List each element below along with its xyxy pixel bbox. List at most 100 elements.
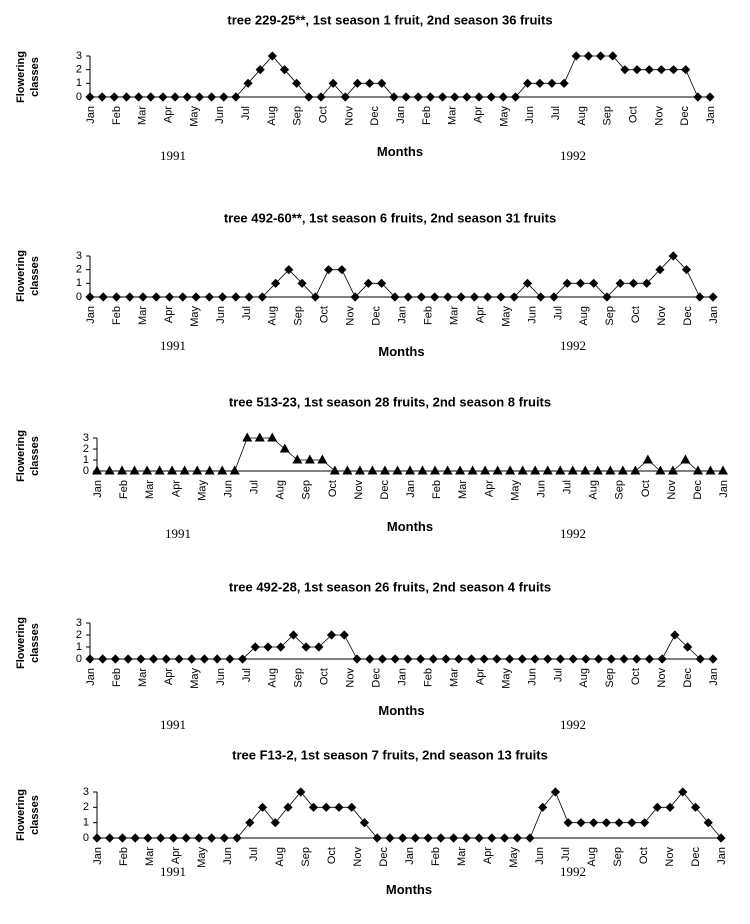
data-point	[627, 818, 637, 828]
data-point	[589, 278, 599, 288]
data-point	[695, 292, 705, 302]
x-tick-label: May	[508, 847, 520, 868]
x-tick-label: Sep	[604, 668, 616, 688]
data-point	[505, 465, 516, 475]
data-point	[170, 92, 180, 102]
data-point	[92, 833, 102, 843]
data-point	[174, 654, 184, 664]
data-point	[483, 292, 493, 302]
data-point	[615, 278, 625, 288]
data-point	[456, 292, 466, 302]
y-tick-label: 1	[76, 77, 82, 89]
data-point	[517, 465, 528, 475]
data-point	[245, 818, 255, 828]
x-tick-label: Dec	[690, 847, 702, 867]
data-point	[555, 654, 566, 664]
x-tick-label: Dec	[369, 106, 381, 126]
data-point	[110, 654, 121, 664]
x-tick-label: Jun	[534, 847, 546, 865]
data-point	[678, 787, 688, 797]
data-point	[559, 78, 569, 88]
data-point	[576, 818, 586, 828]
data-point	[154, 465, 165, 475]
data-point	[708, 292, 718, 302]
data-point	[143, 833, 153, 843]
data-point	[377, 654, 388, 664]
data-point	[98, 292, 108, 302]
x-tick-label: Mar	[457, 480, 469, 499]
data-point	[555, 465, 566, 475]
data-point	[316, 92, 326, 102]
data-point	[292, 78, 302, 88]
chart-panel-4: tree 492-28, 1st season 26 fruits, 2nd s…	[15, 579, 720, 732]
data-point	[630, 465, 641, 475]
data-point	[390, 292, 400, 302]
data-point	[182, 92, 192, 102]
x-tick-label: Jan	[395, 106, 407, 124]
x-tick-label: Sep	[293, 668, 305, 688]
data-point	[390, 654, 400, 664]
data-point	[156, 833, 166, 843]
y-tick-label: 2	[83, 443, 89, 455]
data-point	[337, 265, 347, 275]
y-tick-label: 3	[76, 50, 82, 62]
data-point	[219, 833, 229, 843]
x-tick-label: Jan	[92, 480, 104, 498]
y-tick-label: 0	[76, 91, 82, 103]
data-point	[467, 465, 478, 475]
data-point	[365, 78, 375, 88]
x-tick-label: May	[509, 480, 521, 501]
data-point	[410, 833, 420, 843]
data-point	[632, 654, 642, 664]
data-point	[606, 654, 616, 664]
data-point	[655, 465, 666, 475]
y-tick-label: 3	[76, 617, 82, 629]
y-tick-label: 3	[83, 786, 89, 798]
y-tick-label: 2	[76, 64, 82, 76]
x-tick-label: Dec	[692, 480, 704, 500]
x-tick-label: Jun	[526, 306, 538, 324]
x-tick-label: Apr	[170, 847, 182, 864]
x-tick-label: Apr	[170, 480, 182, 497]
data-point	[668, 251, 678, 261]
data-point	[377, 78, 387, 88]
x-tick-label: Aug	[275, 480, 287, 500]
data-point	[212, 654, 222, 664]
data-point	[425, 92, 435, 102]
data-point	[117, 465, 128, 475]
x-tick-label: Jul	[249, 480, 261, 494]
x-tick-label: Jun	[526, 668, 538, 686]
x-tick-label: Jun	[215, 306, 227, 324]
data-point	[474, 92, 484, 102]
data-point	[267, 51, 277, 61]
x-tick-label: Jan	[405, 480, 417, 498]
year-label: 1992	[560, 338, 586, 353]
data-point	[530, 654, 540, 664]
data-point	[204, 292, 214, 302]
x-tick-label: Nov	[664, 847, 676, 867]
x-tick-label: Jan	[92, 847, 104, 865]
data-point	[372, 833, 382, 843]
x-tick-label: Jan	[397, 306, 409, 324]
data-point	[191, 292, 201, 302]
x-tick-label: Nov	[343, 106, 355, 126]
data-point	[583, 51, 594, 61]
data-point	[219, 92, 229, 102]
data-point	[121, 92, 132, 102]
data-point	[642, 278, 652, 288]
data-point	[217, 292, 228, 302]
x-tick-label: Feb	[421, 106, 433, 125]
data-point	[284, 265, 294, 275]
data-point	[288, 630, 299, 640]
data-point	[620, 65, 630, 75]
year-label: 1992	[560, 526, 586, 541]
x-tick-label: Dec	[682, 668, 694, 688]
x-tick-label: Apr	[474, 306, 486, 323]
data-point	[705, 465, 716, 475]
x-tick-label: Nov	[352, 847, 364, 867]
y-axis-label-line2: classes	[29, 795, 41, 835]
y-axis-label: Flowering classes	[15, 51, 41, 103]
data-point	[342, 465, 353, 475]
data-point	[450, 92, 460, 102]
chart-panel-1: tree 229-25**, 1st season 1 fruit, 2nd s…	[15, 12, 717, 163]
